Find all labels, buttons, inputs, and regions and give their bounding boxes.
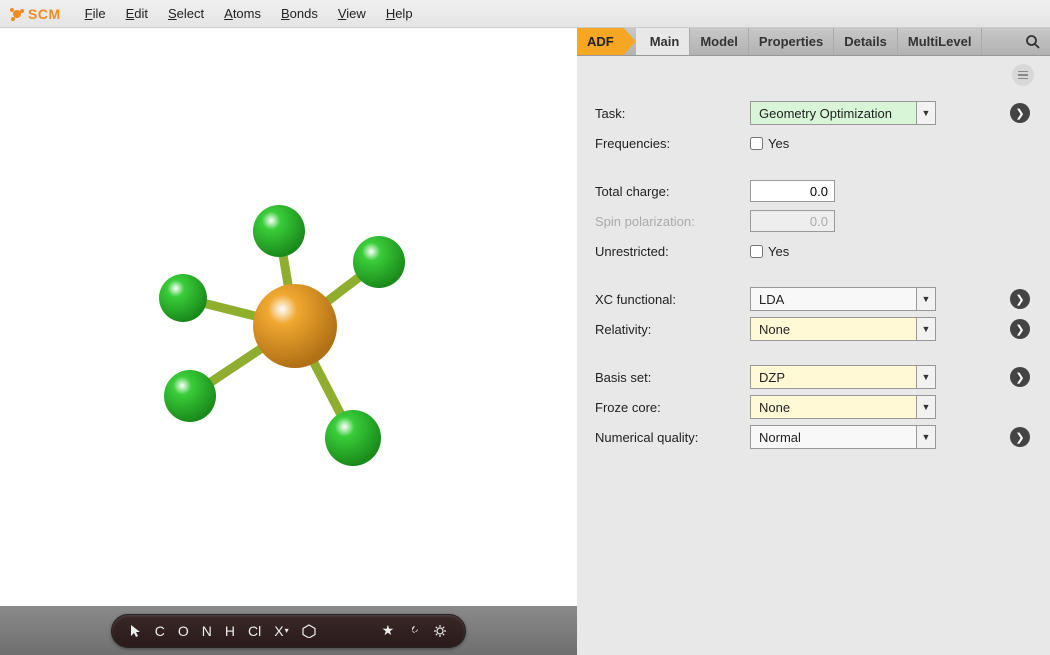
menu-atoms[interactable]: Atoms — [214, 2, 271, 25]
form: Task: Geometry Optimization ▼ ❯ Frequenc… — [577, 86, 1050, 452]
tool-atom-o[interactable]: O — [178, 623, 189, 639]
tool-wrench[interactable] — [407, 624, 420, 637]
row-numq: Numerical quality: Normal ▼ ❯ — [595, 422, 1032, 452]
label-froze: Froze core: — [595, 400, 750, 415]
spin-input — [750, 210, 835, 232]
viewport: C O N H Cl X▾ ★ — [0, 28, 577, 655]
app-logo: SCM — [8, 5, 61, 23]
tool-atom-c[interactable]: C — [155, 623, 165, 639]
tab-bar: ADF Main Model Properties Details MultiL… — [577, 28, 1050, 56]
task-details-button[interactable]: ❯ — [1010, 103, 1030, 123]
menu-file[interactable]: File — [75, 2, 116, 25]
content: C O N H Cl X▾ ★ ADF — [0, 28, 1050, 655]
control-xc: LDA ▼ — [750, 287, 936, 311]
label-spin: Spin polarization: — [595, 214, 750, 229]
tool-atom-x[interactable]: X▾ — [274, 623, 288, 639]
frequencies-checkbox[interactable] — [750, 137, 763, 150]
tab-properties[interactable]: Properties — [749, 28, 834, 55]
control-task: Geometry Optimization ▼ — [750, 101, 936, 125]
label-numq: Numerical quality: — [595, 430, 750, 445]
xc-select[interactable]: LDA — [750, 287, 917, 311]
task-select-arrow[interactable]: ▼ — [916, 101, 936, 125]
xc-details-button[interactable]: ❯ — [1010, 289, 1030, 309]
xc-select-arrow[interactable]: ▼ — [916, 287, 936, 311]
frequencies-text: Yes — [768, 136, 789, 151]
label-basis: Basis set: — [595, 370, 750, 385]
tool-gear[interactable] — [433, 624, 447, 638]
unrestricted-text: Yes — [768, 244, 789, 259]
label-task: Task: — [595, 106, 750, 121]
row-unrestricted: Unrestricted: Yes — [595, 236, 1032, 266]
row-basis: Basis set: DZP ▼ ❯ — [595, 362, 1032, 392]
numq-details-button[interactable]: ❯ — [1010, 427, 1030, 447]
basis-select-arrow[interactable]: ▼ — [916, 365, 936, 389]
label-xc: XC functional: — [595, 292, 750, 307]
control-numq: Normal ▼ — [750, 425, 936, 449]
task-select[interactable]: Geometry Optimization — [750, 101, 917, 125]
menu-edit[interactable]: Edit — [116, 2, 158, 25]
unrestricted-checkbox[interactable] — [750, 245, 763, 258]
tool-star[interactable]: ★ — [382, 622, 395, 639]
label-frequencies: Frequencies: — [595, 136, 750, 151]
control-frequencies: Yes — [750, 136, 936, 151]
tab-multilevel[interactable]: MultiLevel — [898, 28, 983, 55]
settings-panel: ADF Main Model Properties Details MultiL… — [577, 28, 1050, 655]
tab-details[interactable]: Details — [834, 28, 898, 55]
tool-atom-cl[interactable]: Cl — [248, 623, 261, 639]
numq-select-arrow[interactable]: ▼ — [916, 425, 936, 449]
row-froze: Froze core: None ▼ — [595, 392, 1032, 422]
app-name: SCM — [28, 6, 61, 22]
control-spin — [750, 210, 936, 232]
row-total-charge: Total charge: — [595, 176, 1032, 206]
logo-icon — [8, 5, 26, 23]
basis-select[interactable]: DZP — [750, 365, 917, 389]
basis-details-button[interactable]: ❯ — [1010, 367, 1030, 387]
row-task: Task: Geometry Optimization ▼ ❯ — [595, 98, 1032, 128]
relativity-select[interactable]: None — [750, 317, 917, 341]
tab-spacer — [982, 28, 1016, 55]
control-relativity: None ▼ — [750, 317, 936, 341]
molecule-canvas[interactable] — [0, 28, 577, 606]
label-total-charge: Total charge: — [595, 184, 750, 199]
menubar: SCM File Edit Select Atoms Bonds View He… — [0, 0, 1050, 28]
froze-select-arrow[interactable]: ▼ — [916, 395, 936, 419]
menu-view[interactable]: View — [328, 2, 376, 25]
bottom-toolbar-wrap: C O N H Cl X▾ ★ — [0, 606, 577, 655]
row-relativity: Relativity: None ▼ ❯ — [595, 314, 1032, 344]
relativity-details-button[interactable]: ❯ — [1010, 319, 1030, 339]
total-charge-input[interactable] — [750, 180, 835, 202]
tab-main[interactable]: Main — [636, 28, 691, 55]
tab-model[interactable]: Model — [690, 28, 749, 55]
label-relativity: Relativity: — [595, 322, 750, 337]
tool-atom-h[interactable]: H — [225, 623, 235, 639]
menu-help[interactable]: Help — [376, 2, 423, 25]
control-total-charge — [750, 180, 936, 202]
row-spin: Spin polarization: — [595, 206, 1032, 236]
control-froze: None ▼ — [750, 395, 936, 419]
tool-atom-n[interactable]: N — [202, 623, 212, 639]
row-frequencies: Frequencies: Yes — [595, 128, 1032, 158]
tool-ring[interactable] — [302, 624, 316, 638]
panel-header — [577, 56, 1050, 86]
menu-bonds[interactable]: Bonds — [271, 2, 328, 25]
menu-select[interactable]: Select — [158, 2, 214, 25]
control-basis: DZP ▼ — [750, 365, 936, 389]
label-unrestricted: Unrestricted: — [595, 244, 750, 259]
numq-select[interactable]: Normal — [750, 425, 917, 449]
relativity-select-arrow[interactable]: ▼ — [916, 317, 936, 341]
tool-pointer[interactable] — [130, 624, 142, 638]
control-unrestricted: Yes — [750, 244, 936, 259]
row-xc: XC functional: LDA ▼ ❯ — [595, 284, 1032, 314]
froze-select[interactable]: None — [750, 395, 917, 419]
hamburger-icon[interactable] — [1012, 64, 1034, 86]
bottom-toolbar: C O N H Cl X▾ ★ — [111, 614, 466, 648]
search-icon[interactable] — [1016, 28, 1050, 55]
tab-engine[interactable]: ADF — [577, 28, 636, 55]
